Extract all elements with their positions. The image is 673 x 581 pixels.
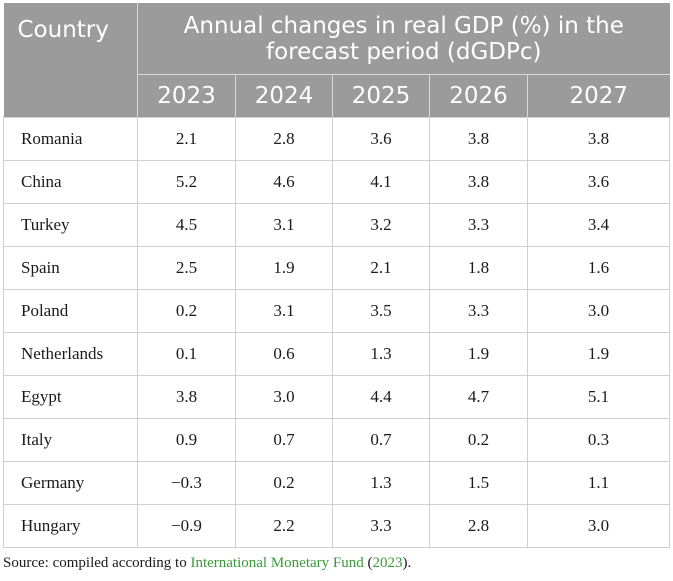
table-row: Italy 0.9 0.7 0.7 0.2 0.3 [3,418,671,462]
gdp-value-cell: 4.6 [235,160,333,204]
table-row: Turkey 4.5 3.1 3.2 3.3 3.4 [3,203,671,247]
year-header: 2025 [332,74,430,118]
gdp-value-cell: 0.7 [235,418,333,462]
table-body: Romania 2.1 2.8 3.6 3.8 3.8 China 5.2 4.6 4.1 3.8 3… [3,117,671,548]
table-row: Spain 2.5 1.9 2.1 1.8 1.6 [3,246,671,290]
gdp-value-cell: 3.0 [235,375,333,419]
gdp-value-cell: 5.2 [137,160,236,204]
country-cell: Italy [3,418,138,462]
gdp-value-cell: 1.6 [526,246,671,290]
gdp-value-cell: 2.8 [235,117,333,161]
gdp-value-cell: 3.0 [526,504,671,548]
gdp-value-cell: 4.4 [332,375,430,419]
country-cell: Poland [3,289,138,333]
gdp-value-cell: 3.3 [429,289,528,333]
table-row: Hungary −0.9 2.2 3.3 2.8 3.0 [3,504,671,548]
country-cell: Netherlands [3,332,138,376]
table-row: China 5.2 4.6 4.1 3.8 3.6 [3,160,671,204]
gdp-value-cell: 1.1 [526,461,671,505]
table-row: Romania 2.1 2.8 3.6 3.8 3.8 [3,117,671,161]
gdp-value-cell: 0.2 [429,418,528,462]
table-row: Egypt 3.8 3.0 4.4 4.7 5.1 [3,375,671,419]
gdp-value-cell: 2.1 [332,246,430,290]
country-cell: Romania [3,117,138,161]
year-reference-link[interactable]: 2023 [372,555,403,571]
country-cell: Egypt [3,375,138,419]
country-cell: Germany [3,461,138,505]
header-row-years: 2023 2024 2025 2026 2027 [4,74,670,118]
gdp-value-cell: 3.1 [235,289,333,333]
gdp-value-cell: 3.4 [526,203,671,247]
gdp-value-cell: 0.3 [526,418,671,462]
gdp-value-cell: 5.1 [526,375,671,419]
year-header: 2027 [527,74,670,118]
table-row: Poland 0.2 3.1 3.5 3.3 3.0 [3,289,671,333]
gdp-value-cell: 4.5 [137,203,236,247]
gdp-value-cell: 1.5 [429,461,528,505]
table-row: Germany −0.3 0.2 1.3 1.5 1.1 [3,461,671,505]
gdp-value-cell: 3.2 [332,203,430,247]
year-header: 2024 [235,74,333,118]
gdp-value-cell: −0.9 [137,504,236,548]
gdp-value-cell: 0.6 [235,332,333,376]
gdp-value-cell: 3.5 [332,289,430,333]
gdp-value-cell: 0.2 [137,289,236,333]
gdp-value-cell: −0.3 [137,461,236,505]
gdp-value-cell: 1.3 [332,332,430,376]
gdp-value-cell: 3.8 [137,375,236,419]
header-row-top: Country Annual changes in real GDP (%) i… [3,3,670,118]
gdp-forecast-table-container: Country Annual changes in real GDP (%) i… [3,3,671,548]
gdp-value-cell: 4.1 [332,160,430,204]
gdp-value-cell: 0.9 [137,418,236,462]
gdp-value-cell: 1.8 [429,246,528,290]
gdp-value-cell: 3.6 [332,117,430,161]
source-suffix: ). [402,555,412,571]
source-note: Source: compiled according to Internatio… [3,555,411,572]
gdp-value-cell: 3.8 [526,117,671,161]
gdp-value-cell: 1.9 [429,332,528,376]
gdp-value-cell: 1.9 [526,332,671,376]
gdp-value-cell: 4.7 [429,375,528,419]
gdp-value-cell: 3.3 [429,203,528,247]
gdp-value-cell: 3.1 [235,203,333,247]
gdp-value-cell: 3.8 [429,117,528,161]
imf-reference-link[interactable]: International Monetary Fund [190,555,364,571]
gdp-value-cell: 3.8 [429,160,528,204]
gdp-value-cell: 2.2 [235,504,333,548]
country-cell: Spain [3,246,138,290]
year-header: 2026 [429,74,528,118]
gdp-value-cell: 1.9 [235,246,333,290]
country-column-header: Country [3,3,138,118]
source-prefix: Source: compiled according to [3,555,191,571]
year-header: 2023 [137,74,236,118]
gdp-value-cell: 1.3 [332,461,430,505]
gdp-value-cell: 3.0 [526,289,671,333]
country-cell: Hungary [3,504,138,548]
gdp-value-cell: 2.1 [137,117,236,161]
gdp-forecast-table: Country Annual changes in real GDP (%) i… [3,3,671,548]
gdp-value-cell: 0.7 [332,418,430,462]
source-open-paren: ( [363,555,373,571]
gdp-value-cell: 3.3 [332,504,430,548]
country-cell: China [3,160,138,204]
gdp-value-cell: 2.5 [137,246,236,290]
gdp-value-cell: 0.2 [235,461,333,505]
gdp-change-group-header: Annual changes in real GDP (%) in the fo… [137,3,670,75]
table-row: Netherlands 0.1 0.6 1.3 1.9 1.9 [3,332,671,376]
gdp-value-cell: 2.8 [429,504,528,548]
country-cell: Turkey [3,203,138,247]
gdp-value-cell: 3.6 [526,160,671,204]
gdp-value-cell: 0.1 [137,332,236,376]
